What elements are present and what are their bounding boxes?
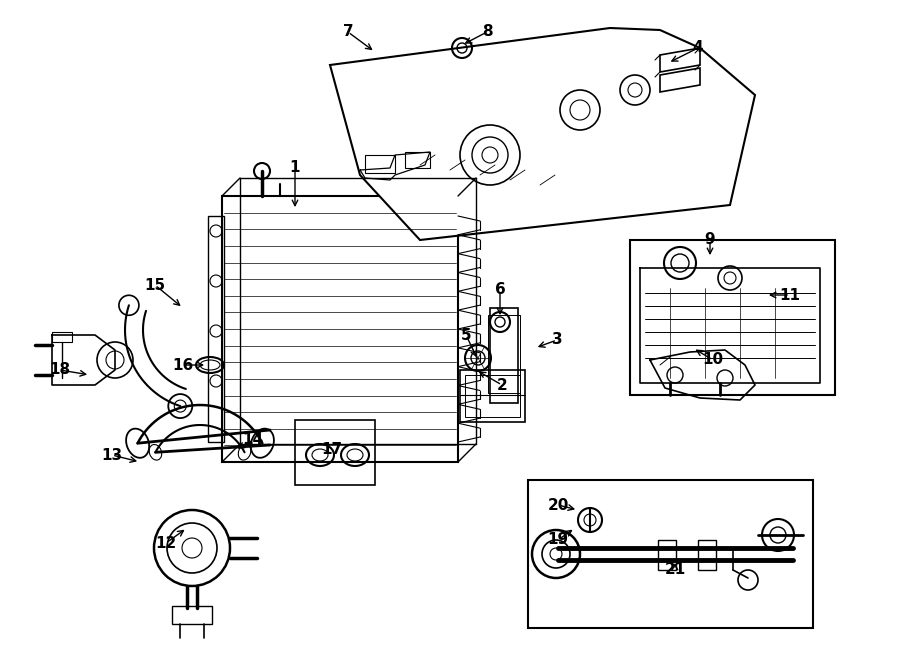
Bar (488, 315, 520, 393)
Bar (208, 216, 224, 442)
Bar (528, 480, 813, 628)
Bar (658, 540, 676, 570)
Text: 18: 18 (50, 362, 70, 377)
Text: 5: 5 (461, 327, 472, 342)
Text: 9: 9 (705, 233, 716, 247)
Text: 3: 3 (552, 332, 562, 348)
Text: 11: 11 (779, 288, 800, 303)
Text: 20: 20 (547, 498, 569, 512)
Text: 1: 1 (290, 161, 301, 176)
Bar (52, 332, 72, 342)
Bar (295, 420, 375, 485)
Bar (405, 152, 430, 168)
Text: 2: 2 (497, 377, 508, 393)
Bar (460, 370, 525, 422)
Text: 17: 17 (321, 442, 343, 457)
Text: 8: 8 (482, 24, 492, 40)
Polygon shape (330, 28, 755, 240)
Bar (490, 308, 518, 403)
Text: 6: 6 (495, 282, 506, 297)
Bar (630, 240, 835, 395)
Bar (222, 196, 458, 462)
Bar (365, 155, 395, 173)
Text: 21: 21 (664, 563, 686, 578)
Text: 12: 12 (156, 535, 176, 551)
Text: 14: 14 (242, 432, 264, 447)
Bar (465, 375, 520, 417)
Text: 16: 16 (173, 358, 194, 373)
Text: 7: 7 (343, 24, 354, 40)
Text: 19: 19 (547, 533, 569, 547)
Text: 15: 15 (144, 278, 166, 293)
Text: 13: 13 (102, 447, 122, 463)
Polygon shape (660, 68, 700, 92)
Text: 4: 4 (693, 40, 703, 56)
Bar (172, 606, 212, 624)
Bar (698, 540, 716, 570)
Polygon shape (660, 48, 700, 72)
Text: 10: 10 (702, 352, 724, 368)
